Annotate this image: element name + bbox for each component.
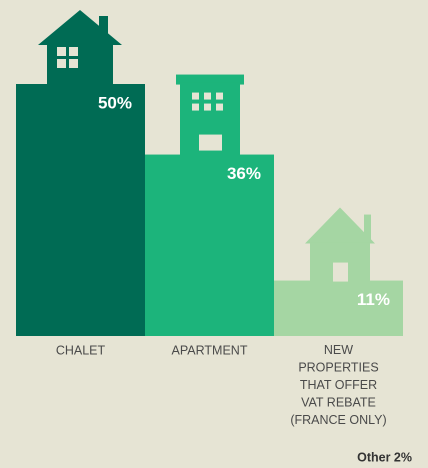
label-line: THAT OFFER (300, 378, 377, 392)
bar (274, 280, 403, 336)
annotation: Other 2% (357, 450, 412, 464)
x-tick-label: NEW PROPERTIES THAT OFFER VAT REBATE (FRANCE… (290, 343, 386, 427)
label-line: (FRANCE ONLY) (290, 413, 386, 427)
label-line: VAT REBATE (301, 396, 376, 410)
value-label: 11% (357, 290, 390, 309)
value-label: 50% (98, 93, 132, 112)
label-line: NEW (324, 343, 353, 357)
chalet-icon (38, 10, 122, 85)
label-line: PROPERTIES (298, 361, 378, 375)
bar (16, 84, 145, 336)
x-tick-label: CHALET (56, 343, 106, 357)
apartment-icon (176, 74, 244, 156)
bar (145, 154, 274, 336)
new-home-icon (305, 207, 375, 282)
x-tick-label: APARTMENT (172, 343, 248, 357)
value-label: 36% (227, 164, 261, 183)
